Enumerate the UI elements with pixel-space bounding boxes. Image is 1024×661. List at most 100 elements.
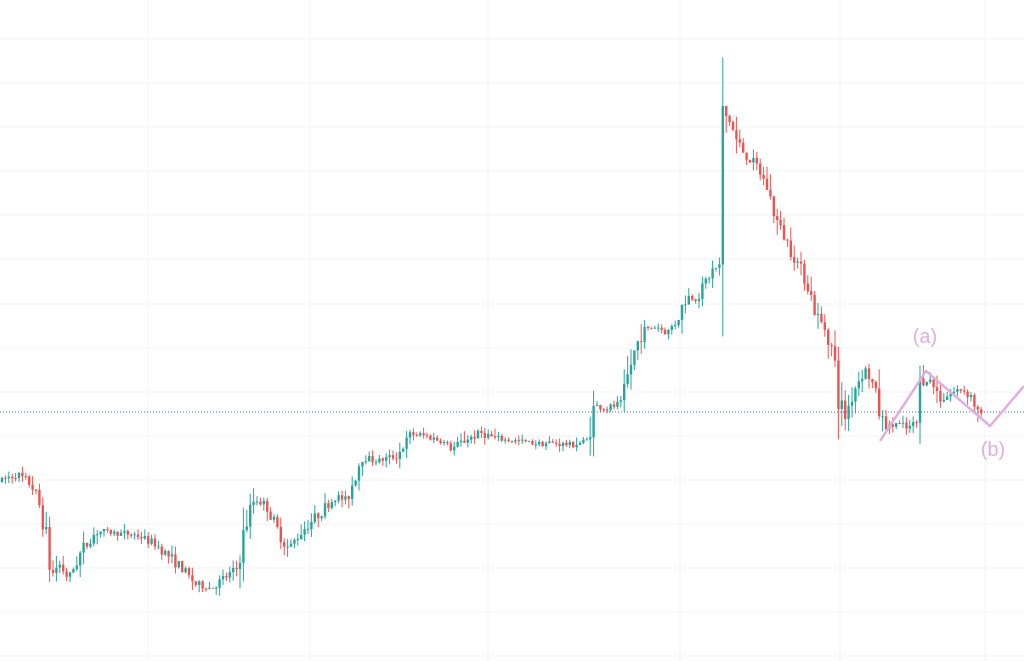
candle-up <box>708 278 711 280</box>
candle-down <box>126 530 129 535</box>
candle-up <box>361 461 364 467</box>
candle-up <box>969 394 973 398</box>
candle-up <box>633 350 636 365</box>
candle-down <box>782 225 786 240</box>
candle-down <box>735 130 738 140</box>
candle-down <box>830 344 833 347</box>
candle-up <box>255 501 259 503</box>
candle-up <box>956 389 959 392</box>
candle-down <box>279 527 282 543</box>
candle-up <box>198 581 201 585</box>
candle-up <box>850 401 854 406</box>
candle-down <box>541 441 544 447</box>
candle-up <box>629 364 633 375</box>
candle-up <box>918 378 922 423</box>
candle-up <box>432 437 435 440</box>
candle-down <box>167 551 170 557</box>
candle-down <box>147 536 150 544</box>
candle-down <box>283 542 286 547</box>
wave-annotation-line[interactable] <box>878 369 1024 442</box>
candle-up <box>721 105 724 265</box>
candle-down <box>959 389 962 391</box>
candle-up <box>796 261 799 263</box>
candle-up <box>99 531 102 535</box>
candle-up <box>561 442 565 447</box>
candle-up <box>595 405 599 407</box>
candle-down <box>725 105 728 116</box>
candle-up <box>527 441 531 443</box>
candle-down <box>463 440 466 443</box>
candle-up <box>521 439 524 441</box>
candle-down <box>640 341 643 343</box>
candle-down <box>347 496 350 500</box>
candle-down <box>551 441 554 443</box>
candle-up <box>908 425 911 429</box>
candle-up <box>330 502 333 508</box>
candle-up <box>538 441 541 445</box>
candle-down <box>85 542 89 547</box>
candle-down <box>558 443 561 447</box>
candle-down <box>932 379 935 388</box>
candle-up <box>402 448 405 452</box>
candle-up <box>609 404 612 410</box>
candle-down <box>878 388 881 417</box>
candle-up <box>143 536 146 539</box>
candle-up <box>323 503 327 517</box>
candle-down <box>51 569 55 573</box>
candle-down <box>874 382 877 389</box>
candle-down <box>11 476 14 479</box>
candle-down <box>211 587 214 589</box>
candle-up <box>929 379 932 382</box>
candle-down <box>517 440 520 442</box>
candle-down <box>786 239 789 241</box>
candle-down <box>939 391 942 402</box>
candle-up <box>568 442 571 446</box>
candle-up <box>215 587 218 589</box>
candle-up <box>548 441 551 444</box>
candle-up <box>582 439 585 443</box>
candle-up <box>616 401 619 407</box>
candle-down <box>136 534 140 537</box>
candle-down <box>742 142 745 153</box>
candle-down <box>980 409 983 414</box>
candle-down <box>691 295 694 300</box>
candle-up <box>701 283 704 299</box>
candle-up <box>456 441 459 447</box>
candle-down <box>429 435 432 440</box>
candle-up <box>697 298 701 302</box>
candle-up <box>623 383 626 401</box>
candle-down <box>820 313 823 323</box>
candle-down <box>602 409 605 411</box>
candle-up <box>306 528 310 530</box>
candle-up <box>895 423 898 427</box>
wave-label-a: (a) <box>913 326 937 348</box>
candle-up <box>289 543 293 547</box>
candle-down <box>772 196 775 217</box>
candle-down <box>837 360 840 409</box>
candle-up <box>79 552 82 566</box>
candle-up <box>487 434 490 438</box>
candle-up <box>286 546 289 548</box>
candle-up <box>68 572 72 577</box>
candle-up <box>45 526 48 530</box>
candle-up <box>925 381 928 386</box>
candle-down <box>663 329 667 335</box>
candle-up <box>218 579 221 588</box>
candle-up <box>252 501 255 505</box>
candle-up <box>208 587 211 589</box>
candle-up <box>398 451 401 459</box>
candle-down <box>728 115 731 122</box>
candle-up <box>677 319 680 326</box>
candle-down <box>935 387 939 392</box>
candle-down <box>371 455 374 463</box>
candle-down <box>612 404 616 407</box>
candle-up <box>881 416 884 418</box>
candle-up <box>170 554 174 557</box>
candle-down <box>823 322 826 330</box>
candle-down <box>793 256 796 263</box>
candle-up <box>313 513 316 523</box>
candle-down <box>500 435 503 441</box>
candle-up <box>58 564 61 568</box>
candle-down <box>65 571 68 577</box>
